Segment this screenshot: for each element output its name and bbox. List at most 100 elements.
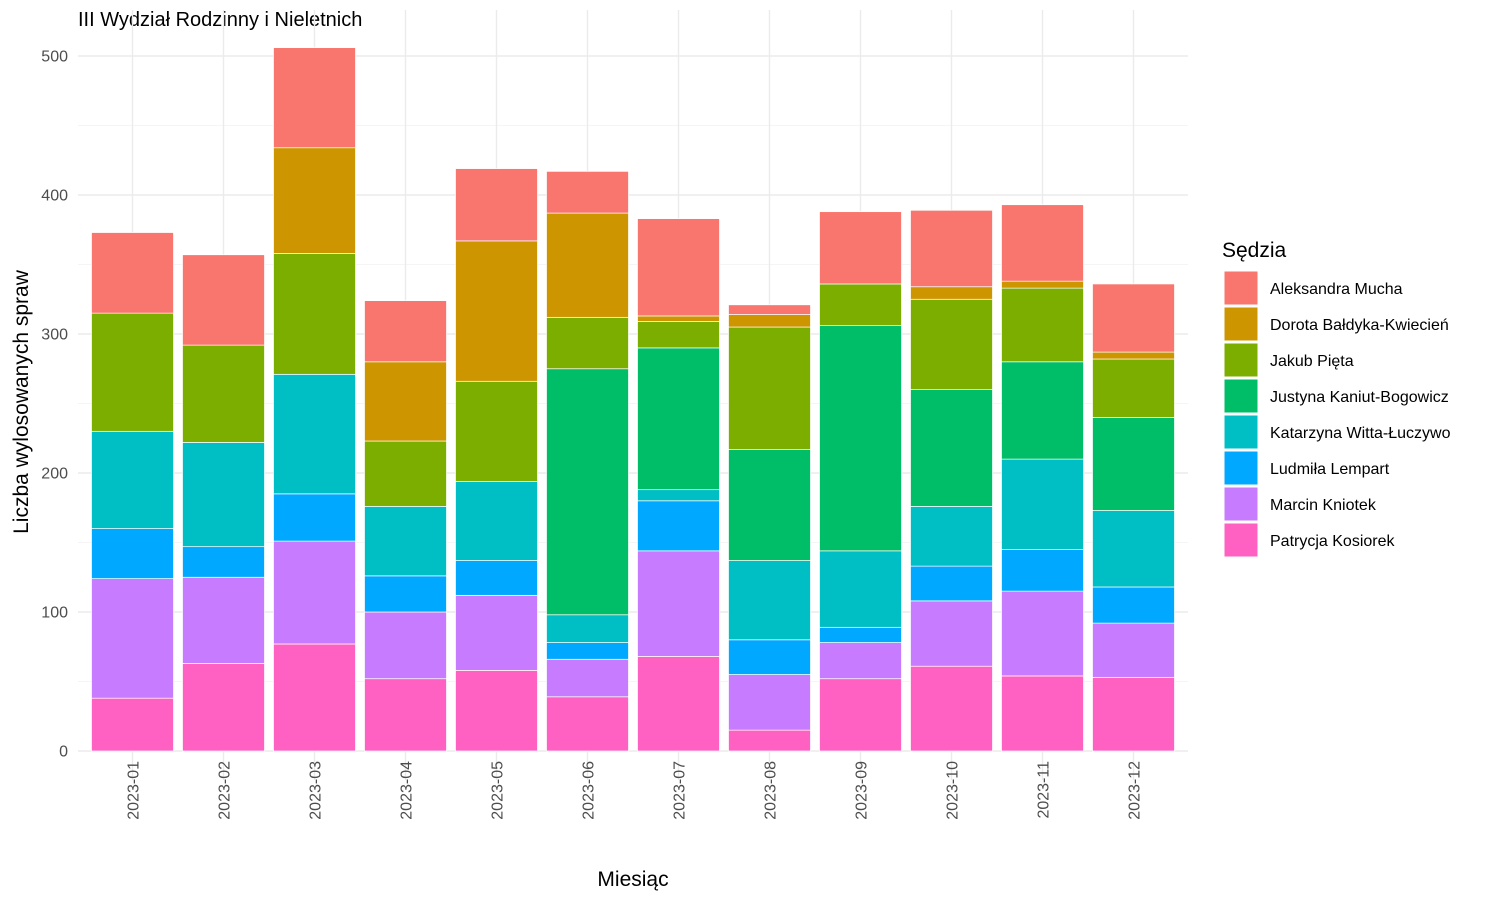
bar-segment xyxy=(910,298,993,390)
legend: Sędzia Aleksandra Mucha Dorota Bałdyka-Kw… xyxy=(1222,239,1451,558)
bar-segment xyxy=(1092,676,1175,752)
y-tick-label: 400 xyxy=(41,188,68,205)
bar-segment xyxy=(1001,280,1084,289)
x-tick-label: 2023-09 xyxy=(854,761,871,820)
bar-segment xyxy=(1092,622,1175,678)
bar-segment xyxy=(910,506,993,567)
bar-segment xyxy=(1001,590,1084,677)
bar-segment xyxy=(819,325,902,552)
bar-segment xyxy=(637,500,720,552)
y-axis-title: Liczba wylosowanych spraw xyxy=(10,269,33,534)
bar-segment xyxy=(364,361,447,442)
x-axis-title: Miesiąc xyxy=(597,868,668,891)
bar-segment xyxy=(546,212,629,318)
bar-segment xyxy=(910,209,993,288)
bar-segment xyxy=(364,506,447,577)
bar-segment xyxy=(364,440,447,507)
bar-segment xyxy=(910,565,993,602)
bar-segment xyxy=(182,546,265,578)
bar-segment xyxy=(546,614,629,643)
bar-segment xyxy=(546,696,629,752)
bar-segment xyxy=(728,560,811,641)
bar-segment xyxy=(273,540,356,645)
x-axis-ticks: 2023-01 2023-02 2023-03 2023-04 2023-05 2023-… xyxy=(126,761,1144,820)
x-tick-label: 2023-05 xyxy=(490,761,507,820)
bar-segment xyxy=(1092,417,1175,511)
legend-swatch xyxy=(1223,378,1259,414)
bar-segment xyxy=(455,240,538,382)
y-tick-label: 100 xyxy=(41,605,68,622)
bar-segment xyxy=(364,678,447,752)
bar-segment xyxy=(546,316,629,370)
bar-segment xyxy=(91,430,174,529)
bar-segment xyxy=(637,347,720,491)
bar-segment xyxy=(728,326,811,450)
x-tick-label: 2023-06 xyxy=(581,761,598,820)
bar-segment xyxy=(819,626,902,643)
bar-segment xyxy=(455,594,538,671)
bar-segment xyxy=(91,578,174,699)
bar-segment xyxy=(364,575,447,613)
legend-swatch xyxy=(1223,414,1259,450)
bar-segment xyxy=(455,670,538,752)
bar-segment xyxy=(455,560,538,596)
x-tick-label: 2023-12 xyxy=(1127,761,1144,820)
legend-label: Aleksandra Mucha xyxy=(1270,281,1403,298)
x-tick-label: 2023-11 xyxy=(1036,761,1053,819)
legend-label: Dorota Bałdyka-Kwiecień xyxy=(1270,317,1449,334)
y-axis-ticks: 0 100 200 300 400 500 xyxy=(41,49,68,761)
bar-segment xyxy=(1092,283,1175,353)
bar-segment xyxy=(910,286,993,300)
bar-segment xyxy=(91,528,174,579)
bar-segment xyxy=(910,600,993,667)
bar-segment xyxy=(1001,458,1084,550)
bar-segment xyxy=(819,283,902,327)
bar-segment xyxy=(91,697,174,752)
legend-label: Patrycja Kosiorek xyxy=(1270,533,1395,550)
y-tick-label: 500 xyxy=(41,49,68,66)
bar-segment xyxy=(1092,586,1175,624)
y-tick-label: 200 xyxy=(41,466,68,483)
bar-segment xyxy=(364,611,447,680)
bar-segment xyxy=(1092,351,1175,360)
x-tick-label: 2023-10 xyxy=(945,761,962,820)
legend-label: Marcin Kniotek xyxy=(1270,497,1377,514)
bar-segment xyxy=(910,665,993,752)
bar-segment xyxy=(91,312,174,432)
bar-segment xyxy=(1001,675,1084,752)
bar-segment xyxy=(637,656,720,752)
bar-segment xyxy=(182,344,265,443)
bar-segment xyxy=(637,489,720,502)
bar-segment xyxy=(637,315,720,322)
bar-segment xyxy=(273,147,356,254)
bar-segment xyxy=(273,373,356,495)
bar-segment xyxy=(364,300,447,363)
bar-segment xyxy=(1001,204,1084,282)
bar-segment xyxy=(455,168,538,242)
legend-swatch xyxy=(1223,342,1259,378)
bar-segment xyxy=(1001,287,1084,363)
bar-segment xyxy=(273,47,356,149)
bar-segment xyxy=(819,642,902,680)
bar-segment xyxy=(546,642,629,660)
bar-segment xyxy=(455,480,538,561)
bar-segment xyxy=(182,663,265,752)
bar-segment xyxy=(273,643,356,752)
x-tick-label: 2023-04 xyxy=(399,761,416,820)
bar-segment xyxy=(273,253,356,375)
legend-swatch xyxy=(1223,450,1259,486)
x-tick-label: 2023-03 xyxy=(308,761,325,820)
x-tick-label: 2023-08 xyxy=(763,761,780,820)
bar-segment xyxy=(819,550,902,628)
x-tick-label: 2023-01 xyxy=(126,761,143,820)
legend-label: Ludmiła Lempart xyxy=(1270,461,1390,478)
bar-segment xyxy=(637,550,720,657)
x-tick-label: 2023-07 xyxy=(672,761,689,820)
y-tick-label: 0 xyxy=(59,744,68,761)
legend-label: Katarzyna Witta-Łuczywo xyxy=(1270,425,1451,442)
bar-segment xyxy=(728,449,811,561)
legend-title: Sędzia xyxy=(1222,239,1287,262)
bar-segment xyxy=(728,729,811,752)
bar-segment xyxy=(728,674,811,731)
